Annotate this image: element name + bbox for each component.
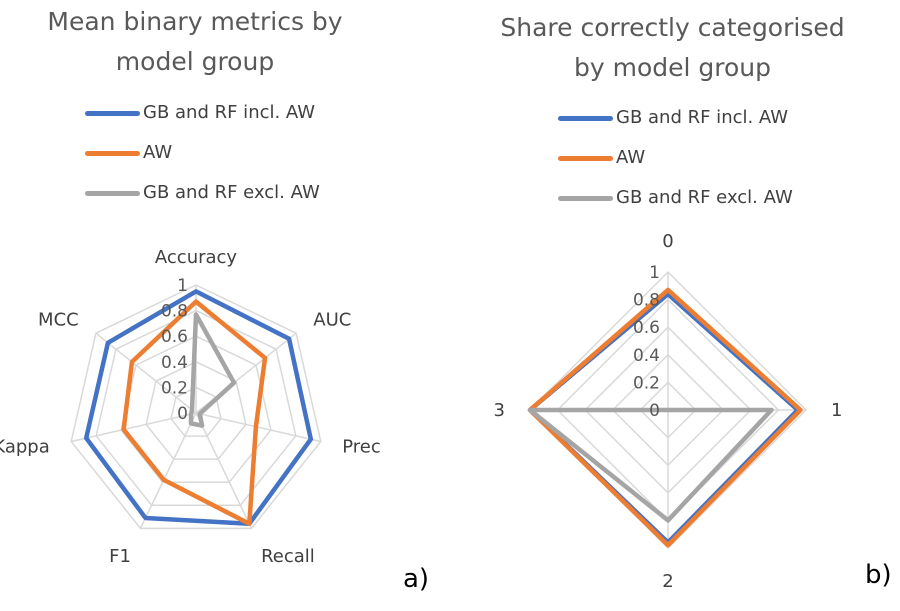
chart-b-title-line1: Share correctly categorised <box>500 13 845 42</box>
chart-a-title-line2: model group <box>115 47 275 76</box>
panel-label-b: b) <box>865 560 892 590</box>
category-label: 3 <box>494 400 505 421</box>
legend-label: GB and RF incl. AW <box>143 102 316 123</box>
chart-b-title-line2: by model group <box>573 53 771 82</box>
radial-tick-label: 0.8 <box>633 291 660 311</box>
legend-label: GB and RF excl. AW <box>616 187 793 208</box>
radar-chart-a: 0 0.2 0.4 0.6 0.8 1 Accuracy AUC Prec Recall F1 Kap… <box>0 247 381 567</box>
legend-swatch <box>85 151 140 156</box>
legend-swatch <box>85 191 140 196</box>
panel-label-a: a) <box>403 564 430 594</box>
category-label: Kappa <box>0 436 50 457</box>
grid-ring <box>145 360 247 460</box>
radial-tick-label: 0.4 <box>633 346 660 366</box>
series-line <box>527 287 803 548</box>
radial-tick-label: 0 <box>649 401 660 421</box>
grid-spoke <box>71 412 197 443</box>
category-label: Accuracy <box>155 247 238 268</box>
legend-swatch <box>558 156 613 161</box>
grid-spoke <box>195 412 321 443</box>
grid-ring <box>95 309 297 507</box>
category-label: F1 <box>109 546 131 567</box>
category-label: Recall <box>261 546 315 567</box>
category-label: MCC <box>38 309 79 330</box>
radial-tick-label: 0.6 <box>161 327 188 347</box>
category-label: AUC <box>313 309 351 330</box>
chart-a-title: Mean binary metrics by model group <box>20 2 370 82</box>
radial-tick-label: 1 <box>649 263 660 283</box>
radial-tick-label: 0.2 <box>633 373 660 393</box>
legend-label: GB and RF excl. AW <box>143 182 320 203</box>
chart-b-title: Share correctly categorised by model gro… <box>495 8 850 88</box>
legend-swatch <box>558 116 613 121</box>
legend-label: AW <box>616 147 646 168</box>
grid-spoke <box>195 412 253 529</box>
legend-label: AW <box>143 142 173 163</box>
radial-tick-label: 1 <box>177 276 188 296</box>
series-line <box>83 289 314 526</box>
category-label: 2 <box>662 571 673 592</box>
series-line <box>121 299 268 526</box>
radial-tick-label: 0.4 <box>161 353 188 373</box>
radial-tick-label: 0.8 <box>161 302 188 322</box>
legend-swatch <box>85 111 140 116</box>
radial-tick-label: 0 <box>177 404 188 424</box>
category-label: 1 <box>831 400 842 421</box>
category-label: 0 <box>662 231 673 252</box>
grid-spoke <box>139 412 197 529</box>
series-line <box>527 407 774 523</box>
category-label: Prec <box>342 436 381 457</box>
radial-tick-label: 0.6 <box>633 318 660 338</box>
radial-tick-label: 0.2 <box>161 378 188 398</box>
chart-a-title-line1: Mean binary metrics by <box>47 7 343 36</box>
grid-ring <box>70 284 322 530</box>
series-line <box>188 312 237 428</box>
grid-spoke <box>95 332 197 414</box>
legend-label: GB and RF incl. AW <box>616 107 789 128</box>
legend-swatch <box>558 196 613 201</box>
grid-ring <box>120 335 272 483</box>
